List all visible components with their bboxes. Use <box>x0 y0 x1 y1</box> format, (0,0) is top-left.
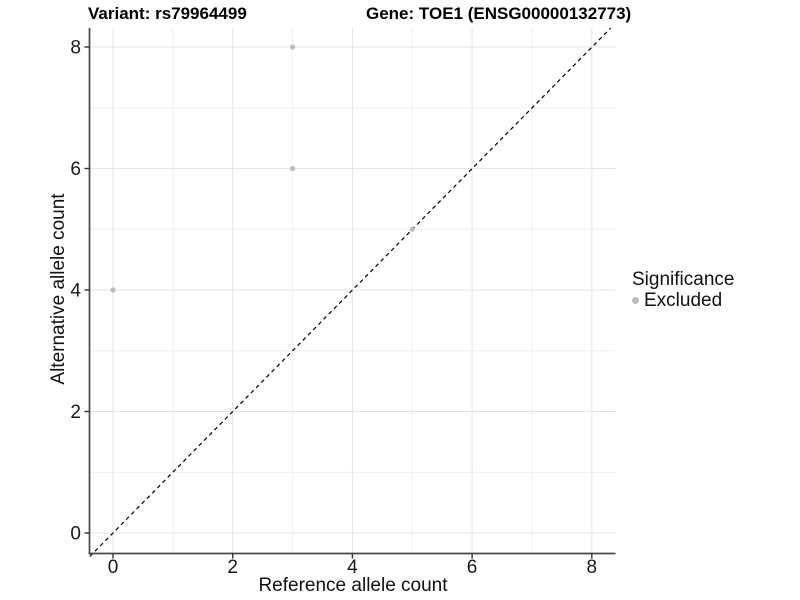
x-tick-label: 8 <box>587 557 598 578</box>
data-point <box>110 287 116 293</box>
legend-entry-excluded: Excluded <box>632 290 734 311</box>
data-point <box>289 165 296 172</box>
x-tick-label: 4 <box>347 557 358 578</box>
y-tick-label: 0 <box>70 524 81 545</box>
y-tick-label: 6 <box>70 159 81 180</box>
y-tick-label: 2 <box>70 402 81 423</box>
data-point <box>289 44 296 50</box>
y-tick-label: 4 <box>70 281 81 302</box>
legend-title: Significance <box>632 269 735 290</box>
identity-reference-line <box>89 27 612 557</box>
excluded-point-icon <box>632 297 639 304</box>
plot-title-gene: Gene: TOE1 (ENSG00000132773) <box>366 4 632 23</box>
data-point <box>409 226 415 232</box>
legend-entry-label: Excluded <box>644 290 723 311</box>
y-axis-title: Alternative allele count <box>48 193 69 385</box>
x-tick-label: 0 <box>108 557 119 578</box>
legend: Significance Excluded <box>632 269 734 311</box>
y-tick-label: 8 <box>70 38 81 59</box>
x-tick-label: 6 <box>467 557 478 578</box>
plot-title-variant: Variant: rs79964499 <box>88 4 247 23</box>
x-tick-label: 2 <box>227 557 238 578</box>
x-axis-title: Reference allele count <box>258 575 448 596</box>
